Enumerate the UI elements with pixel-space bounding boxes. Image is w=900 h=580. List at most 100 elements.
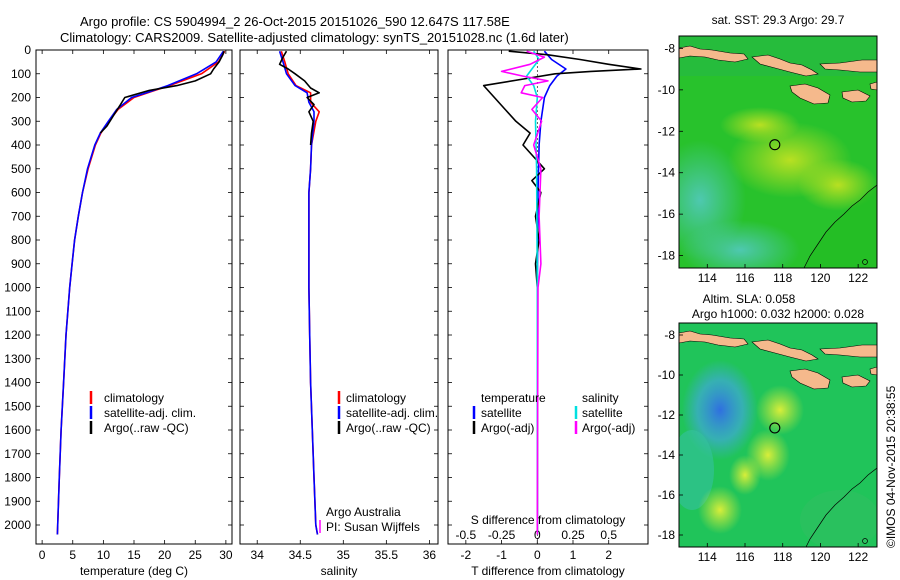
- series-line-s-argo: [500, 50, 549, 535]
- legend-label-climatology: climatology: [104, 391, 164, 405]
- difference-series: [482, 50, 642, 535]
- depth-tick-label: 100: [11, 67, 31, 81]
- temperature-x-label: temperature (deg C): [80, 564, 188, 578]
- sst-map-title: sat. SST: 29.3 Argo: 29.7: [712, 13, 845, 27]
- series-line-satellite: [278, 50, 319, 535]
- salinity-series: [278, 50, 321, 535]
- map-x-tick-label: 120: [810, 550, 830, 564]
- depth-tick-label: 0: [24, 43, 31, 57]
- temperature-legend: climatology satellite-adj. clim. Argo(..…: [89, 391, 196, 435]
- x-tick-label: 36: [423, 548, 437, 562]
- argo-position-marker: [769, 139, 781, 151]
- credit-argo-australia: Argo Australia: [326, 505, 401, 519]
- depth-tick-label: 1200: [4, 328, 31, 342]
- x-tick-label: 15: [127, 548, 141, 562]
- map-x-tick-label: 120: [810, 271, 830, 285]
- difference-top-label: S difference from climatology: [471, 513, 626, 527]
- depth-tick-label: 1000: [4, 281, 31, 295]
- depth-tick-label: 900: [11, 257, 31, 271]
- x-tick-label: -1: [496, 548, 507, 562]
- map-x-tick-label: 114: [698, 271, 717, 285]
- salinity-x-label: salinity: [321, 564, 358, 578]
- depth-tick-label: 1300: [4, 352, 31, 366]
- map-x-tick-label: 122: [848, 550, 868, 564]
- argo-position-marker: [769, 422, 781, 434]
- series-line-s-satellite: [525, 50, 540, 535]
- series-line-t-argo: [482, 50, 642, 535]
- depth-tick-label: 1500: [4, 399, 31, 413]
- s-tick-label: 0.25: [561, 528, 585, 542]
- legend-label-s-satellite: satellite: [582, 406, 623, 420]
- series-line-t-satellite: [536, 50, 567, 535]
- legend-label-climatology: climatology: [346, 391, 406, 405]
- sla-map-field: [679, 323, 877, 547]
- x-tick-label: 0: [39, 548, 46, 562]
- x-tick-label: 34.5: [289, 548, 313, 562]
- depth-tick-label: 1100: [5, 304, 31, 318]
- x-tick-label: -2: [461, 548, 472, 562]
- map-y-tick-label: -8: [664, 41, 675, 55]
- x-tick-label: 5: [69, 548, 76, 562]
- depth-tick-label: 1900: [4, 494, 31, 508]
- salinity-axes: [239, 49, 439, 545]
- map-y-tick-label: -12: [658, 124, 676, 138]
- sla-map-frame: [678, 322, 878, 548]
- map-y-tick-label: -16: [658, 488, 676, 502]
- sla-map-title-line2: Argo h1000: 0.032 h2000: 0.028: [692, 307, 864, 321]
- series-line-argo: [99, 50, 225, 134]
- depth-tick-label: 500: [11, 162, 31, 176]
- s-tick-label: -0.25: [488, 528, 516, 542]
- difference-x-axis: -2 -1 0 1 2: [461, 50, 612, 562]
- map-x-tick-label: 122: [848, 271, 868, 285]
- temperature-x-axis: 0 5 10 15 20 25 30: [39, 50, 233, 562]
- series-line-satellite: [56, 50, 225, 535]
- temperature-axes: [35, 49, 233, 545]
- difference-x-label: T difference from climatology: [471, 564, 625, 578]
- legend-label-satellite: satellite-adj. clim.: [346, 406, 438, 420]
- map-y-tick-label: -18: [658, 249, 676, 263]
- salinity-difference-axis: -0.5 -0.25 0 0.25 0.5: [456, 528, 618, 542]
- legend-label-t-argo: Argo(-adj): [481, 421, 534, 435]
- imos-watermark: ©IMOS 04-Nov-2015 20:38:55: [884, 385, 898, 548]
- map-x-tick-label: 118: [773, 550, 792, 564]
- figure-title-line2: Climatology: CARS2009. Satellite-adjuste…: [60, 30, 569, 45]
- map-y-tick-label: -10: [658, 368, 676, 382]
- x-tick-label: 2: [605, 548, 612, 562]
- map-x-tick-label: 118: [773, 271, 792, 285]
- map-x-tick-label: 114: [698, 550, 717, 564]
- map-y-tick-label: -14: [658, 166, 676, 180]
- sst-map-axes: 114 116 118 120 122 -8 -10 -12 -14 -16 -18: [658, 41, 869, 285]
- x-tick-label: 35: [337, 548, 351, 562]
- depth-tick-label: 800: [11, 233, 31, 247]
- s-tick-label: -0.5: [456, 528, 477, 542]
- x-tick-label: 25: [189, 548, 203, 562]
- depth-tick-label: 200: [11, 91, 31, 105]
- x-tick-label: 0: [534, 548, 541, 562]
- legend-title-temperature: temperature: [481, 391, 546, 405]
- x-tick-label: 34: [251, 548, 265, 562]
- x-tick-label: 30: [219, 548, 233, 562]
- sla-map-title-line1: Altim. SLA: 0.058: [703, 292, 796, 306]
- x-tick-label: 20: [158, 548, 172, 562]
- depth-tick-label: 1600: [4, 423, 31, 437]
- legend-title-salinity: salinity: [582, 391, 619, 405]
- map-x-tick-label: 116: [735, 271, 754, 285]
- series-line-climatology: [56, 50, 226, 535]
- map-y-tick-label: -8: [664, 328, 675, 342]
- depth-tick-label: 700: [11, 209, 31, 223]
- depth-tick-label: 1800: [4, 471, 31, 485]
- depth-axis: 0 100 200 300 400 500 600 700 800 900 1000 1100 1200…: [4, 43, 648, 532]
- x-tick-label: 1: [570, 548, 577, 562]
- map-x-tick-label: 116: [735, 550, 754, 564]
- sst-map-frame: [678, 35, 878, 269]
- depth-tick-label: 1700: [4, 447, 31, 461]
- depth-tick-label: 600: [11, 186, 31, 200]
- depth-tick-label: 400: [11, 138, 31, 152]
- legend-label-satellite: satellite-adj. clim.: [104, 406, 196, 420]
- sst-map-field: [679, 36, 877, 268]
- legend-label-t-satellite: satellite: [481, 406, 522, 420]
- map-y-tick-label: -14: [658, 448, 676, 462]
- depth-tick-label: 1400: [4, 376, 31, 390]
- figure-title-line1: Argo profile: CS 5904994_2 26-Oct-2015 2…: [80, 14, 510, 29]
